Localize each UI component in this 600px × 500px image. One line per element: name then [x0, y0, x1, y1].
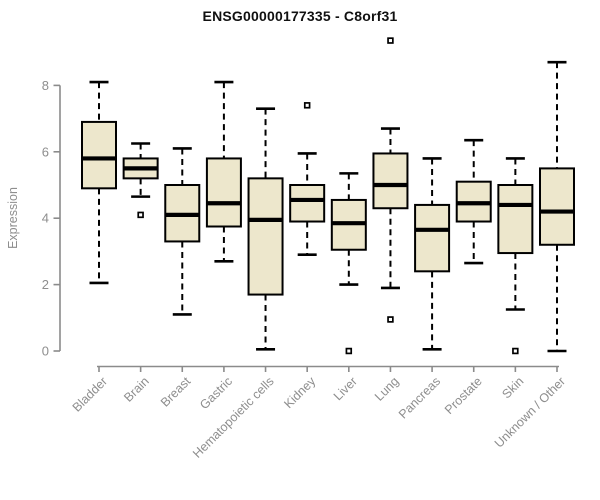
box-series — [81, 37, 575, 355]
x-tick-label-bladder: Bladder — [70, 374, 110, 414]
box-rect — [414, 203, 451, 273]
box-rect — [372, 152, 409, 210]
box-rect — [205, 157, 242, 228]
x-tick-label-hematopoietic-cells: Hematopoietic cells — [190, 374, 277, 461]
axes: 0 2 4 6 8 Bladder Brain Breast GastricHematopoie… — [42, 78, 568, 461]
boxplot-skin — [497, 157, 534, 355]
x-tick-label-brain: Brain — [121, 374, 152, 405]
boxplot-pancreas — [414, 157, 451, 351]
outlier-point — [387, 37, 394, 44]
y-tick-label: 0 — [42, 344, 49, 359]
x-tick-label-kidney: Kidney — [281, 374, 318, 411]
box-rect — [247, 177, 284, 296]
boxplot-lung — [372, 37, 409, 323]
boxplot-unknown-other — [538, 60, 575, 353]
x-tick-label-gastric: Gastric — [197, 374, 235, 412]
box-rect — [497, 184, 534, 255]
boxplot-brain — [122, 142, 159, 219]
x-tick-label-liver: Liver — [331, 374, 360, 403]
boxplot-hematopoietic-cells — [247, 107, 284, 351]
outlier-point — [303, 102, 311, 109]
y-tick-label: 8 — [42, 78, 49, 93]
boxplot-liver — [330, 172, 367, 355]
box-rect — [81, 120, 117, 190]
y-tick-label: 4 — [42, 211, 49, 226]
boxplot-breast — [164, 147, 201, 316]
boxplot-prostate — [455, 138, 492, 265]
outlier-point — [137, 211, 144, 219]
box-rect — [289, 184, 326, 223]
x-tick-label-breast: Breast — [158, 374, 194, 410]
x-tick-label-unknown-other: Unknown / Other — [492, 374, 568, 450]
boxplot-kidney — [289, 102, 326, 257]
y-axis-label: Expression — [6, 187, 20, 249]
box-rect — [538, 167, 575, 246]
x-tick-label-lung: Lung — [372, 374, 402, 404]
outlier-point — [512, 347, 519, 355]
outlier-point — [387, 316, 394, 323]
x-tick-label-pancreas: Pancreas — [396, 374, 443, 421]
y-tick-label: 2 — [42, 277, 49, 292]
x-tick-label-prostate: Prostate — [442, 374, 485, 417]
boxplot-gastric — [205, 80, 242, 263]
boxplot-bladder — [81, 80, 117, 285]
chart-title: ENSG00000177335 - C8orf31 — [202, 8, 398, 24]
y-tick-label: 6 — [42, 144, 49, 159]
x-tick-label-skin: Skin — [499, 374, 526, 401]
outlier-point — [345, 347, 353, 355]
